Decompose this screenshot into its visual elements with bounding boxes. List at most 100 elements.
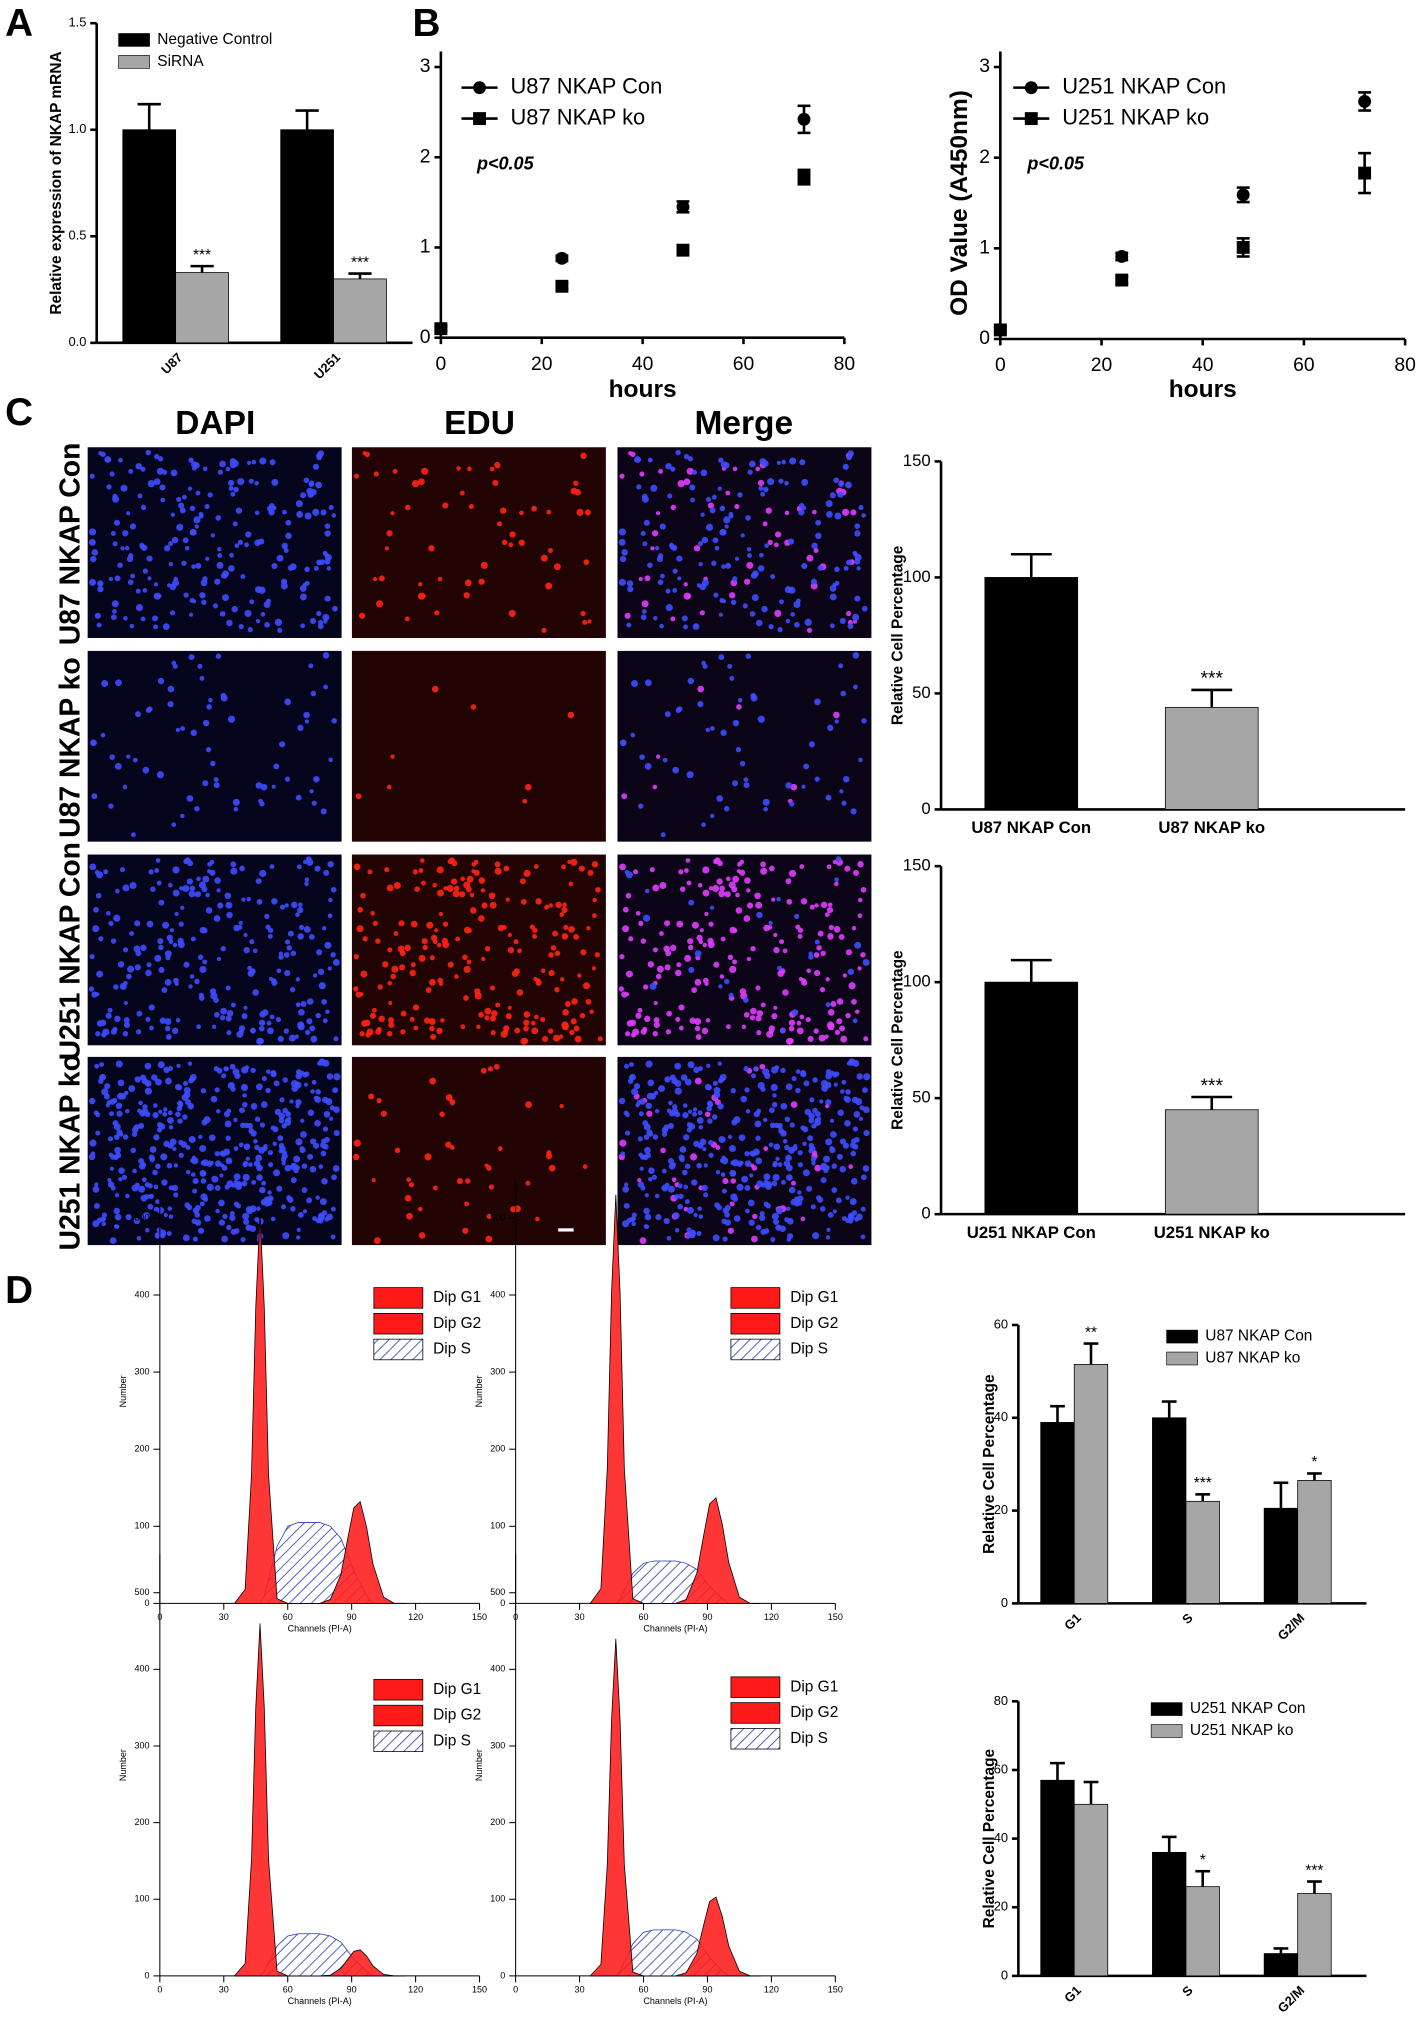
nucleus [264,913,270,919]
nucleus [126,555,134,563]
nucleus [825,500,833,508]
nucleus [122,784,128,790]
nucleus [284,776,290,782]
nucleus [514,1027,521,1034]
nucleus [332,958,340,966]
nucleus [729,965,737,974]
nucleus [302,859,308,865]
nucleus [707,937,714,945]
nucleus [582,619,588,625]
nucleus [619,555,627,563]
nucleus [633,869,639,875]
nucleus [808,954,814,960]
nucleus [684,1199,690,1205]
nucleus [476,1024,481,1030]
nucleus [270,1125,276,1131]
nucleus [90,555,97,563]
nucleus [247,1162,253,1168]
y-tick-label: 20 [994,1502,1008,1517]
nucleus [669,1074,676,1081]
nucleus [109,471,115,477]
nucleus [838,663,844,669]
nucleus [191,564,196,569]
nucleus [707,502,714,509]
nucleus [93,1202,100,1209]
nucleus [592,913,597,919]
nucleus [214,578,221,585]
nucleus [404,944,411,952]
nucleus [436,1027,443,1035]
nucleus [258,1025,265,1032]
nucleus [303,925,311,933]
nucleus [323,684,328,690]
nucleus [326,1073,334,1080]
nucleus [858,1116,864,1121]
nucleus [104,1083,111,1090]
nucleus [790,612,796,617]
nucleus [360,970,368,978]
nucleus [440,1018,445,1023]
nucleus [649,982,657,990]
nucleus [676,706,683,712]
annotation: p<0.05 [1026,154,1085,174]
nucleus [494,861,501,868]
nucleus [743,1066,749,1072]
nucleus [145,1016,151,1022]
nucleus [728,1145,736,1153]
nucleus [186,878,193,885]
nucleus [503,865,510,872]
y-axis-label: Relative expression of NKAP mRNA [48,51,65,314]
nucleus [714,545,720,551]
nucleus [647,562,653,568]
nucleus [851,1210,858,1216]
nucleus [223,1066,228,1072]
nucleus [467,466,472,472]
x-tick-label: G2/M [1274,1983,1307,2016]
nucleus [755,1015,762,1022]
nucleus [815,1195,822,1201]
y-tick-label: 3 [420,56,431,77]
nucleus [202,576,208,582]
nucleus [494,867,502,875]
nucleus [652,784,658,790]
nucleus [225,1157,233,1165]
nucleus [153,478,161,486]
nucleus [763,1180,769,1185]
nucleus [119,982,127,990]
nucleus [101,1088,109,1096]
nucleus [159,1017,167,1024]
nucleus [559,1103,564,1109]
nucleus [106,457,112,463]
row-header: U251 NKAP ko [55,1054,87,1250]
nucleus [834,566,840,572]
legend-marker [473,112,486,126]
nucleus [542,1035,549,1042]
nucleus [327,966,332,971]
nucleus [268,509,275,516]
nucleus [168,562,174,567]
nucleus [308,663,314,669]
nucleus [120,546,125,551]
legend-swatch [373,1338,424,1361]
nucleus [728,511,734,517]
legend-swatch [730,1338,781,1361]
nucleus [833,711,840,719]
nucleus [746,956,751,962]
nucleus [205,892,210,898]
nucleus [443,886,448,891]
nucleus [834,1029,841,1036]
nucleus [307,1153,314,1160]
nucleus [373,1237,381,1245]
nucleus [692,623,700,630]
nucleus [251,1179,257,1185]
nucleus [278,951,283,956]
nucleus [114,1224,120,1229]
nucleus [724,1204,731,1211]
nucleus [567,859,572,865]
marker [555,279,569,293]
nucleus [155,1078,162,1086]
nucleus [168,882,173,888]
error-bar [1307,1472,1322,1481]
nucleus [287,1116,292,1121]
